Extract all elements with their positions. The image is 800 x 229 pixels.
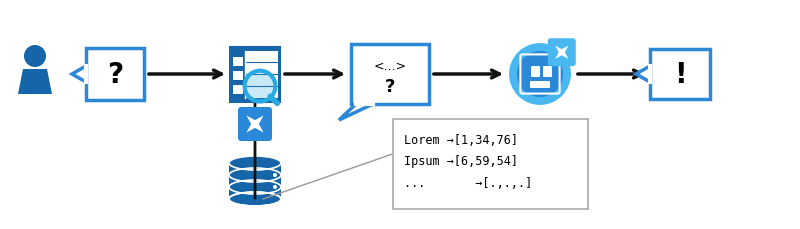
- Text: Ipsum →[6,59,54]: Ipsum →[6,59,54]: [405, 155, 518, 168]
- FancyBboxPatch shape: [86, 49, 144, 101]
- Ellipse shape: [229, 156, 281, 170]
- FancyBboxPatch shape: [233, 71, 243, 80]
- FancyBboxPatch shape: [233, 85, 243, 94]
- Polygon shape: [18, 70, 52, 95]
- Text: ?: ?: [107, 61, 123, 89]
- Text: ...       →[.,.,.]: ... →[.,.,.]: [405, 177, 533, 190]
- Text: Lorem →[1,34,76]: Lorem →[1,34,76]: [405, 133, 518, 146]
- Polygon shape: [246, 116, 263, 133]
- FancyBboxPatch shape: [351, 45, 429, 105]
- Polygon shape: [555, 46, 568, 60]
- FancyBboxPatch shape: [230, 47, 280, 102]
- Text: ?: ?: [385, 78, 395, 95]
- Circle shape: [24, 46, 46, 68]
- Polygon shape: [339, 105, 373, 120]
- Polygon shape: [229, 163, 281, 199]
- Circle shape: [508, 43, 572, 106]
- Polygon shape: [72, 67, 86, 83]
- FancyBboxPatch shape: [233, 57, 243, 66]
- Ellipse shape: [229, 192, 281, 206]
- FancyBboxPatch shape: [238, 108, 272, 141]
- FancyBboxPatch shape: [543, 67, 552, 78]
- FancyBboxPatch shape: [245, 51, 278, 98]
- Circle shape: [273, 173, 277, 177]
- Circle shape: [245, 71, 275, 102]
- Circle shape: [517, 52, 563, 98]
- FancyBboxPatch shape: [548, 39, 576, 67]
- FancyBboxPatch shape: [530, 82, 550, 89]
- Text: <...>: <...>: [374, 60, 406, 73]
- FancyBboxPatch shape: [650, 50, 710, 100]
- FancyBboxPatch shape: [531, 67, 540, 78]
- Polygon shape: [636, 67, 650, 83]
- Text: !: !: [674, 61, 686, 89]
- FancyBboxPatch shape: [393, 120, 587, 209]
- Circle shape: [273, 185, 277, 189]
